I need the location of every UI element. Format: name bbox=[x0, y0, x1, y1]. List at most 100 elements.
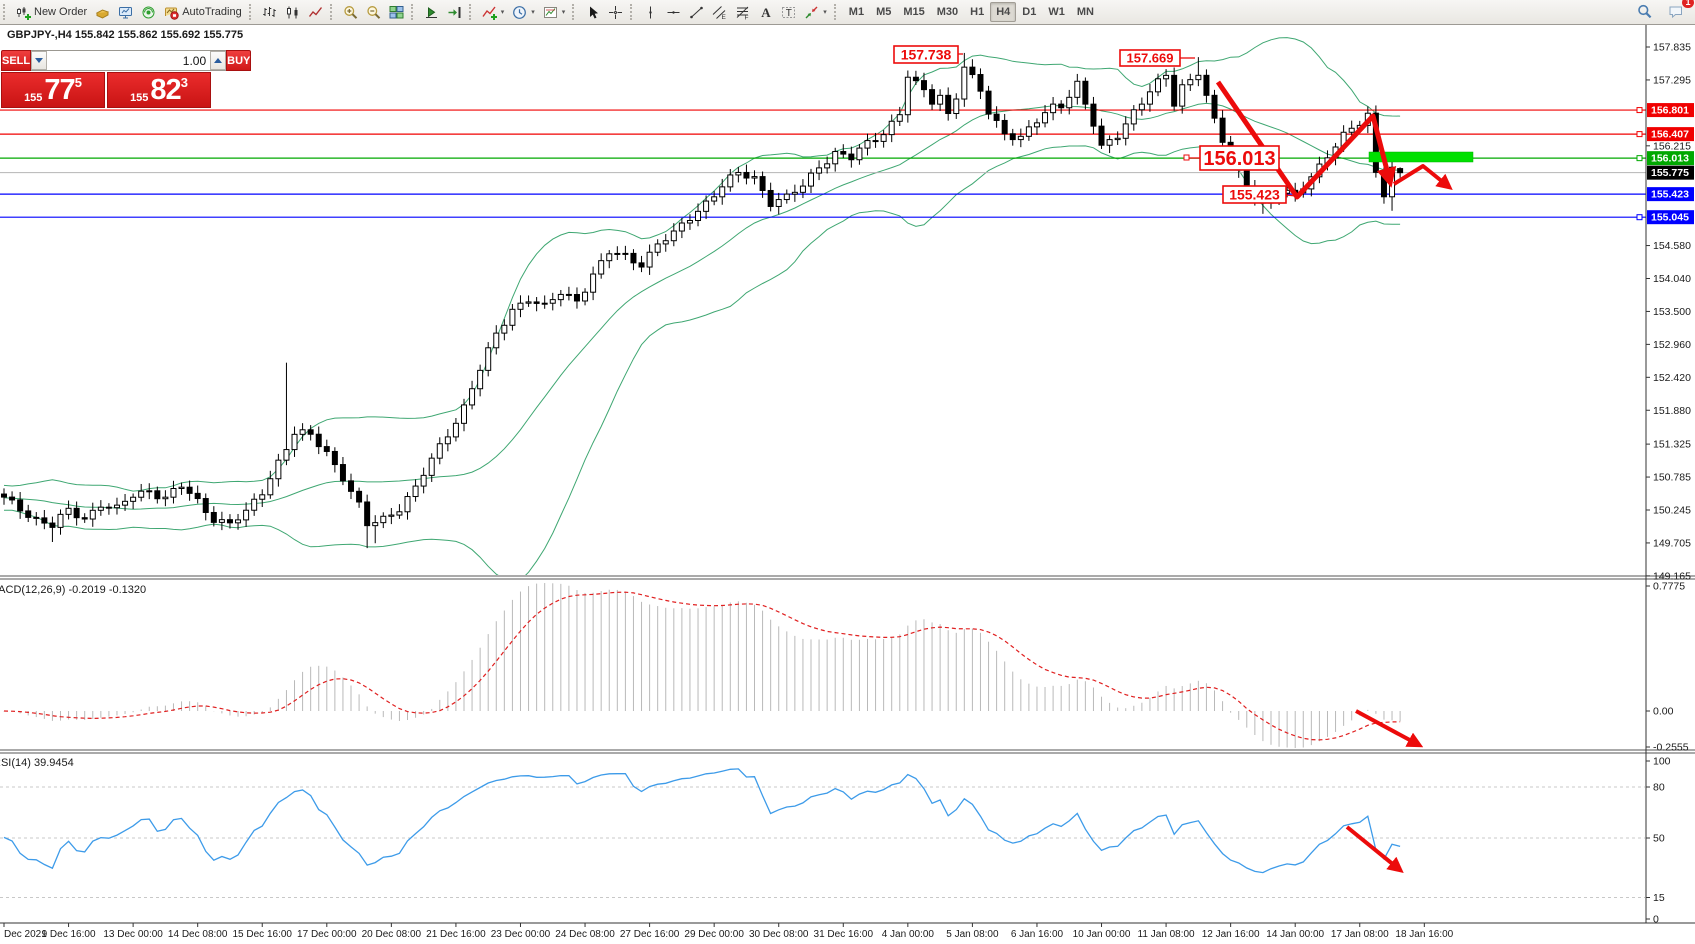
svg-text:152.960: 152.960 bbox=[1653, 339, 1691, 351]
svg-text:152.420: 152.420 bbox=[1653, 372, 1691, 384]
trendline-button[interactable] bbox=[685, 2, 708, 22]
timeframe-w1[interactable]: W1 bbox=[1042, 2, 1071, 22]
notification-badge: 1 bbox=[1682, 0, 1694, 8]
vertical-line-icon bbox=[649, 6, 652, 18]
fibonacci-button[interactable]: F bbox=[731, 2, 754, 22]
triangle-down-icon bbox=[35, 58, 44, 63]
svg-text:149.165: 149.165 bbox=[1653, 570, 1691, 582]
svg-text:50: 50 bbox=[1653, 833, 1665, 845]
forecast-zigzag bbox=[1215, 80, 1397, 200]
volume-decrease-button[interactable] bbox=[31, 51, 48, 70]
candlestick-chart-button[interactable] bbox=[281, 2, 304, 22]
svg-text:17 Dec 00:00: 17 Dec 00:00 bbox=[297, 929, 357, 940]
periods-button[interactable]: ▾ bbox=[508, 2, 539, 22]
svg-text:156.801: 156.801 bbox=[1651, 105, 1689, 117]
line-chart-button[interactable] bbox=[304, 2, 327, 22]
notifications-button[interactable] bbox=[1664, 2, 1687, 22]
indicators-icon bbox=[482, 6, 497, 20]
toolbar-grip bbox=[833, 4, 841, 20]
timeframe-w1-label: W1 bbox=[1048, 6, 1065, 18]
timeframe-mn[interactable]: MN bbox=[1071, 2, 1100, 22]
svg-text:9 Dec 16:00: 9 Dec 16:00 bbox=[42, 929, 96, 940]
text-button[interactable]: A bbox=[754, 2, 777, 22]
svg-text:151.880: 151.880 bbox=[1653, 405, 1691, 417]
svg-text:157.295: 157.295 bbox=[1653, 74, 1691, 86]
buy-price[interactable]: 155 82 3 bbox=[107, 72, 211, 108]
search-button[interactable] bbox=[1633, 2, 1656, 22]
sell-price[interactable]: 155 77 5 bbox=[1, 72, 105, 108]
timeframe-m30[interactable]: M30 bbox=[931, 2, 964, 22]
svg-text:155.045: 155.045 bbox=[1651, 212, 1689, 224]
crosshair-button[interactable] bbox=[604, 2, 627, 22]
toolbar-grip bbox=[329, 4, 337, 20]
bar-chart-button[interactable] bbox=[258, 2, 281, 22]
timeframe-mn-label: MN bbox=[1076, 6, 1094, 18]
svg-text:0: 0 bbox=[1653, 914, 1659, 926]
arrows-button[interactable]: ▾ bbox=[800, 2, 831, 22]
timeframe-m15[interactable]: M15 bbox=[897, 2, 930, 22]
forecast-tail bbox=[1392, 164, 1453, 191]
svg-text:80: 80 bbox=[1653, 782, 1665, 794]
timeframe-h1[interactable]: H1 bbox=[964, 2, 990, 22]
timeframe-d1[interactable]: D1 bbox=[1016, 2, 1042, 22]
svg-text:153.500: 153.500 bbox=[1653, 306, 1691, 318]
svg-text:29 Dec 00:00: 29 Dec 00:00 bbox=[684, 929, 744, 940]
timeframe-m5-label: M5 bbox=[876, 6, 892, 18]
horizontal-line-button[interactable] bbox=[662, 2, 685, 22]
tile-windows-button[interactable] bbox=[385, 2, 408, 22]
timeframe-h4[interactable]: H4 bbox=[990, 2, 1017, 22]
toolbar-grip bbox=[630, 4, 637, 20]
chart-shift-button[interactable] bbox=[443, 2, 466, 22]
text-icon: A bbox=[761, 5, 771, 20]
sell-price-prefix: 155 bbox=[24, 92, 43, 104]
timeframe-m1[interactable]: M1 bbox=[843, 2, 870, 22]
svg-text:30 Dec 08:00: 30 Dec 08:00 bbox=[749, 929, 809, 940]
timeframe-m5[interactable]: M5 bbox=[870, 2, 897, 22]
autotrading-button-label: AutoTrading bbox=[182, 6, 242, 18]
buy-price-prefix: 155 bbox=[130, 92, 149, 104]
cursor-button[interactable] bbox=[581, 2, 604, 22]
svg-text:10 Jan 00:00: 10 Jan 00:00 bbox=[1073, 929, 1131, 940]
sell-button[interactable]: SELL bbox=[1, 50, 32, 71]
current-price-label bbox=[1647, 165, 1694, 180]
support-label bbox=[1199, 145, 1280, 171]
zoom-out-button[interactable] bbox=[362, 2, 385, 22]
svg-text:151.325: 151.325 bbox=[1653, 439, 1691, 451]
buy-button[interactable]: BUY bbox=[226, 50, 252, 71]
new-order-icon bbox=[17, 6, 31, 20]
signals-button[interactable] bbox=[137, 2, 160, 22]
svg-text:24 Dec 08:00: 24 Dec 08:00 bbox=[555, 929, 615, 940]
market-watch-button[interactable] bbox=[114, 2, 137, 22]
autotrading-button[interactable]: AutoTrading bbox=[160, 2, 246, 22]
text-label-button[interactable]: T bbox=[777, 2, 800, 22]
templates-button[interactable]: ▾ bbox=[539, 2, 570, 22]
toolbar-grip bbox=[248, 4, 256, 20]
volume-input[interactable] bbox=[47, 51, 211, 70]
horizontal-line-icon bbox=[667, 10, 680, 14]
svg-text:157.669: 157.669 bbox=[1127, 51, 1174, 66]
svg-text:155.775: 155.775 bbox=[1651, 167, 1689, 179]
vertical-line-button[interactable] bbox=[639, 2, 662, 22]
terminal-button[interactable] bbox=[91, 2, 114, 22]
svg-text:149.705: 149.705 bbox=[1653, 537, 1691, 549]
equidistant-channel-button[interactable]: E bbox=[708, 2, 731, 22]
equidistant-channel-icon: E bbox=[712, 5, 727, 20]
zoom-in-button[interactable] bbox=[339, 2, 362, 22]
volume-increase-button[interactable] bbox=[210, 51, 227, 70]
triangle-up-icon bbox=[214, 58, 223, 63]
crosshair-icon bbox=[609, 5, 623, 19]
buy-price-big: 82 bbox=[150, 74, 181, 106]
rsi-indicator bbox=[0, 768, 1645, 898]
sell-price-big: 77 bbox=[44, 74, 75, 106]
svg-text:157.738: 157.738 bbox=[901, 47, 952, 63]
new-order-button[interactable]: New Order bbox=[12, 2, 91, 22]
toolbar-grip bbox=[572, 4, 579, 20]
svg-text:31 Dec 16:00: 31 Dec 16:00 bbox=[814, 929, 874, 940]
chart-frame bbox=[0, 25, 1695, 924]
indicators-button[interactable]: ▾ bbox=[478, 2, 509, 22]
macd-down-arrow bbox=[1355, 709, 1424, 748]
auto-scroll-button[interactable] bbox=[420, 2, 443, 22]
